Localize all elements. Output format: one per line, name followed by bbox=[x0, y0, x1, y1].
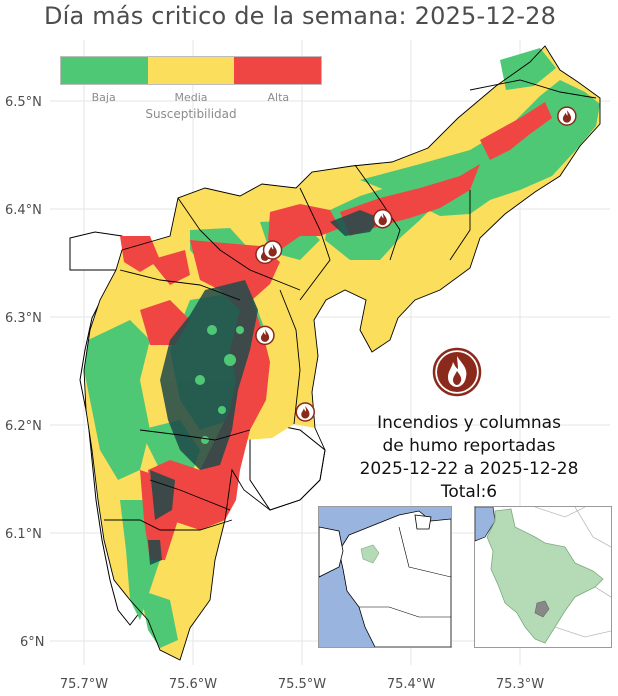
map-title: Día más critico de la semana: 2025-12-28 bbox=[44, 2, 557, 30]
legend-title: Susceptibilidad bbox=[145, 107, 237, 121]
lon-axis: 75.7°W 75.6°W 75.5°W 75.4°W 75.3°W bbox=[60, 677, 544, 692]
lat-tick: 6°N bbox=[20, 635, 45, 650]
lat-tick: 6.2°N bbox=[5, 419, 42, 434]
report-date-range: 2025-12-22 a 2025-12-28 bbox=[359, 459, 579, 479]
legend-colorbar bbox=[60, 56, 322, 85]
inset-antioquia-map bbox=[474, 506, 612, 648]
municipal-boundaries bbox=[83, 45, 601, 661]
legend-swatch-baja bbox=[61, 57, 148, 84]
report-line: de humo reportadas bbox=[382, 436, 556, 456]
legend-swatch-media bbox=[147, 57, 235, 84]
report-line: Incendios y columnas bbox=[377, 413, 561, 433]
lon-tick: 75.5°W bbox=[278, 677, 326, 692]
region-highlight bbox=[360, 544, 380, 564]
study-area bbox=[534, 600, 550, 618]
fire-marker bbox=[372, 208, 393, 229]
urban-speckle bbox=[195, 325, 244, 444]
fire-marker bbox=[295, 402, 316, 422]
lon-tick: 75.4°W bbox=[387, 677, 435, 692]
lon-tick: 75.7°W bbox=[60, 677, 108, 692]
legend-label-baja: Baja bbox=[91, 91, 116, 104]
lon-tick: 75.3°W bbox=[496, 677, 544, 692]
legend: Baja Media Alta Susceptibilidad bbox=[60, 56, 322, 121]
zone-urban bbox=[148, 210, 380, 565]
fire-markers bbox=[255, 106, 577, 422]
lon-tick: 75.6°W bbox=[169, 677, 217, 692]
legend-label-media: Media bbox=[174, 91, 208, 104]
report-summary: Incendios y columnas de humo reportadas … bbox=[338, 412, 600, 504]
lat-tick: 6.3°N bbox=[5, 311, 42, 326]
fire-marker bbox=[262, 240, 283, 260]
lat-tick: 6.1°N bbox=[5, 527, 42, 542]
lat-tick: 6.4°N bbox=[5, 203, 42, 218]
legend-label-alta: Alta bbox=[267, 91, 290, 104]
fire-marker bbox=[557, 106, 577, 126]
fire-icon bbox=[432, 347, 482, 397]
lat-axis: 6.5°N 6.4°N 6.3°N 6.2°N 6.1°N 6°N bbox=[5, 95, 45, 650]
antioquia-shape bbox=[486, 508, 604, 644]
report-total: Total:6 bbox=[440, 482, 498, 502]
fire-marker bbox=[255, 325, 275, 346]
inset-colombia-map bbox=[318, 506, 452, 648]
legend-swatch-alta bbox=[234, 57, 322, 84]
lat-tick: 6.5°N bbox=[5, 95, 42, 110]
